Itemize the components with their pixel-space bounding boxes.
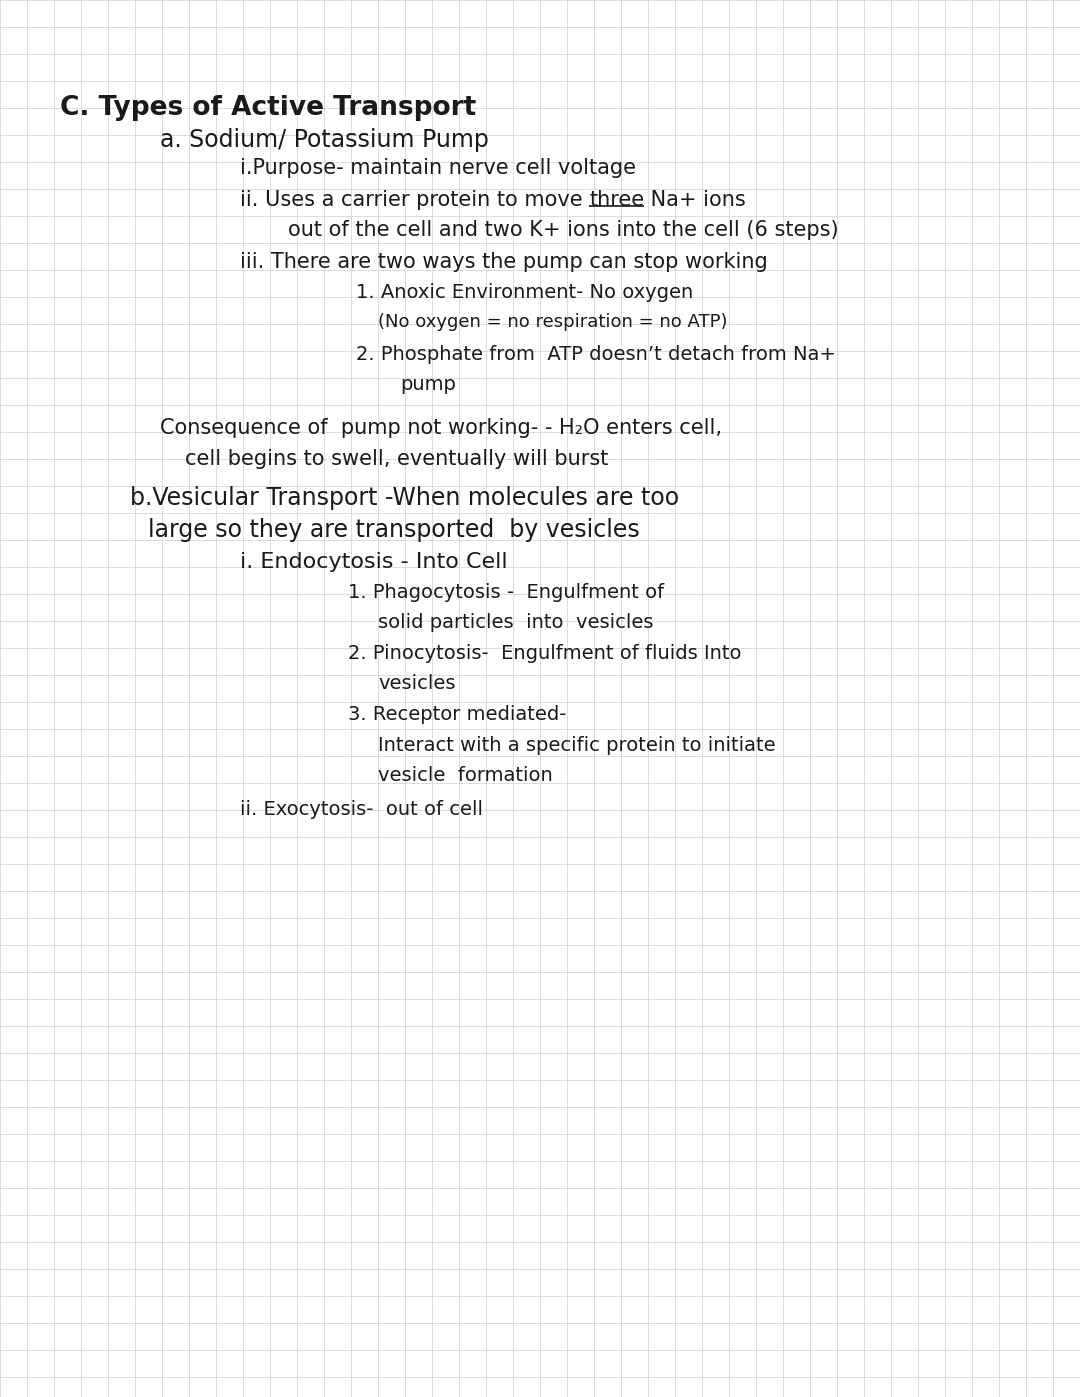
Text: solid particles  into  vesicles: solid particles into vesicles [378,613,653,631]
Text: pump: pump [400,374,456,394]
Text: three: three [590,190,645,210]
Text: 2. Phosphate from  ATP doesn’t detach from Na+: 2. Phosphate from ATP doesn’t detach fro… [356,345,836,365]
Text: Na+ ions: Na+ ions [645,190,746,210]
Text: C. Types of Active Transport: C. Types of Active Transport [60,95,476,122]
Text: b.Vesicular Transport -When molecules are too: b.Vesicular Transport -When molecules ar… [130,486,679,510]
Text: large so they are transported  by vesicles: large so they are transported by vesicle… [148,518,639,542]
Text: 1. Phagocytosis -  Engulfment of: 1. Phagocytosis - Engulfment of [348,583,664,602]
Text: 3. Receptor mediated-: 3. Receptor mediated- [348,705,566,724]
Text: ii. Exocytosis-  out of cell: ii. Exocytosis- out of cell [240,800,483,819]
Text: i.Purpose- maintain nerve cell voltage: i.Purpose- maintain nerve cell voltage [240,158,636,177]
Text: ii. Uses a carrier protein to move: ii. Uses a carrier protein to move [240,190,590,210]
Text: Consequence of  pump not working- - H₂O enters cell,: Consequence of pump not working- - H₂O e… [160,418,723,439]
Text: 1. Anoxic Environment- No oxygen: 1. Anoxic Environment- No oxygen [356,284,693,302]
Text: out of the cell and two K+ ions into the cell (6 steps): out of the cell and two K+ ions into the… [288,219,839,240]
Text: (No oxygen = no respiration = no ATP): (No oxygen = no respiration = no ATP) [378,313,728,331]
Text: cell begins to swell, eventually will burst: cell begins to swell, eventually will bu… [185,448,608,469]
Text: Interact with a specific protein to initiate: Interact with a specific protein to init… [378,736,775,754]
Text: iii. There are two ways the pump can stop working: iii. There are two ways the pump can sto… [240,251,768,272]
Text: vesicle  formation: vesicle formation [378,766,553,785]
Text: vesicles: vesicles [378,673,456,693]
Text: i. Endocytosis - Into Cell: i. Endocytosis - Into Cell [240,552,508,571]
Text: a. Sodium/ Potassium Pump: a. Sodium/ Potassium Pump [160,129,489,152]
Text: 2. Pinocytosis-  Engulfment of fluids Into: 2. Pinocytosis- Engulfment of fluids Int… [348,644,742,664]
